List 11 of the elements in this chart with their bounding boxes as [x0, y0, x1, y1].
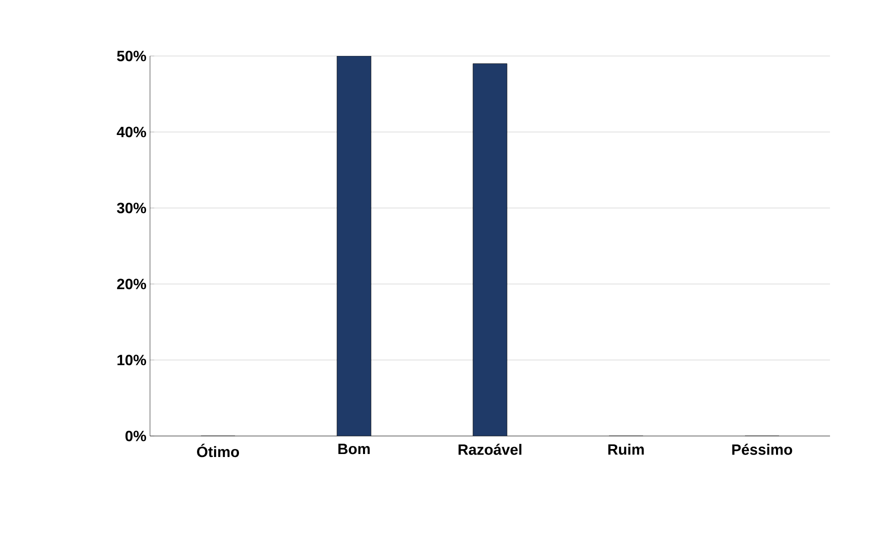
y-tick-label: 10%	[118, 354, 146, 366]
x-tick-label: Ótimo	[197, 444, 240, 458]
x-tick-label: Bom	[338, 444, 370, 454]
x-tick-label: Péssimo	[732, 444, 792, 455]
y-tick-label: 50%	[117, 50, 146, 62]
y-tick-label: 40%	[116, 126, 146, 138]
y-tick-label: 0%	[125, 430, 146, 442]
y-tick-label: 30%	[116, 202, 146, 214]
y-tick-label: 20%	[117, 278, 146, 290]
x-tick-label: Ruim	[608, 444, 644, 455]
x-tick-label: Razoável	[458, 444, 522, 455]
